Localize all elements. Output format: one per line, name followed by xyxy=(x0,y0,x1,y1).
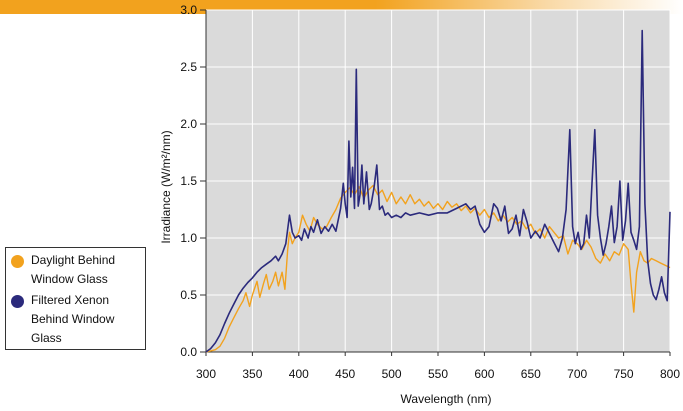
legend-label-xenon: Filtered Xenon Behind Window Glass xyxy=(31,293,115,345)
y-tick-label: 2.0 xyxy=(180,117,197,131)
legend-item-daylight: Daylight Behind Window Glass xyxy=(11,251,145,289)
x-tick-label: 350 xyxy=(242,367,262,381)
y-axis-title: Irradiance (W/m²/nm) xyxy=(159,130,173,243)
x-tick-label: 600 xyxy=(474,367,494,381)
y-tick-label: 1.0 xyxy=(180,231,197,245)
x-tick-label: 300 xyxy=(196,367,216,381)
legend-marker-xenon xyxy=(11,295,24,308)
x-tick-label: 450 xyxy=(335,367,355,381)
chart-legend: Daylight Behind Window Glass Filtered Xe… xyxy=(5,247,146,350)
legend-label-daylight: Daylight Behind Window Glass xyxy=(31,253,116,286)
x-tick-label: 500 xyxy=(382,367,402,381)
x-tick-label: 650 xyxy=(521,367,541,381)
x-tick-label: 400 xyxy=(289,367,309,381)
y-tick-label: 2.5 xyxy=(180,60,197,74)
y-tick-label: 0.0 xyxy=(180,345,197,359)
x-tick-label: 750 xyxy=(614,367,634,381)
legend-item-xenon: Filtered Xenon Behind Window Glass xyxy=(11,291,145,348)
y-tick-label: 0.5 xyxy=(180,288,197,302)
series-line-xenon xyxy=(205,29,671,353)
y-tick-label: 1.5 xyxy=(180,174,197,188)
series-line-daylight xyxy=(205,184,671,353)
x-tick-label: 800 xyxy=(660,367,680,381)
legend-marker-daylight xyxy=(11,255,24,268)
x-tick-label: 550 xyxy=(428,367,448,381)
x-tick-label: 700 xyxy=(567,367,587,381)
x-axis-title: Wavelength (nm) xyxy=(401,392,492,406)
y-tick-label: 3.0 xyxy=(180,3,197,17)
